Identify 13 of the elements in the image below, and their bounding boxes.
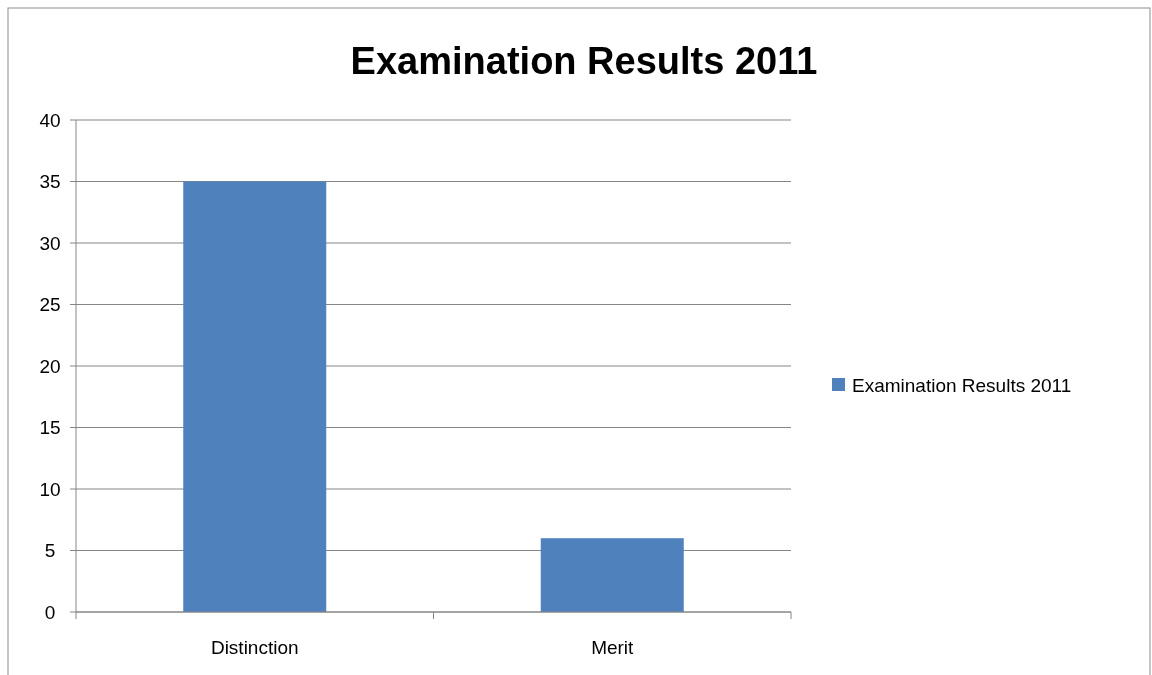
y-tick-label: 25 xyxy=(39,294,61,316)
y-tick-label: 0 xyxy=(44,601,56,623)
y-tick-label: 30 xyxy=(39,232,61,254)
y-tick-label: 20 xyxy=(39,355,61,377)
y-tick-label: 40 xyxy=(39,109,61,131)
y-tick-label: 15 xyxy=(39,417,61,439)
legend-label: Examination Results 2011 xyxy=(852,374,1072,396)
y-tick-label: 35 xyxy=(39,171,61,193)
x-tick-label: Merit xyxy=(591,637,635,658)
y-tick-label: 10 xyxy=(39,478,61,500)
y-tick-label: 5 xyxy=(44,540,56,562)
x-tick-label: Distinction xyxy=(210,637,299,658)
chart-title: Examination Results 2011 xyxy=(350,40,818,82)
